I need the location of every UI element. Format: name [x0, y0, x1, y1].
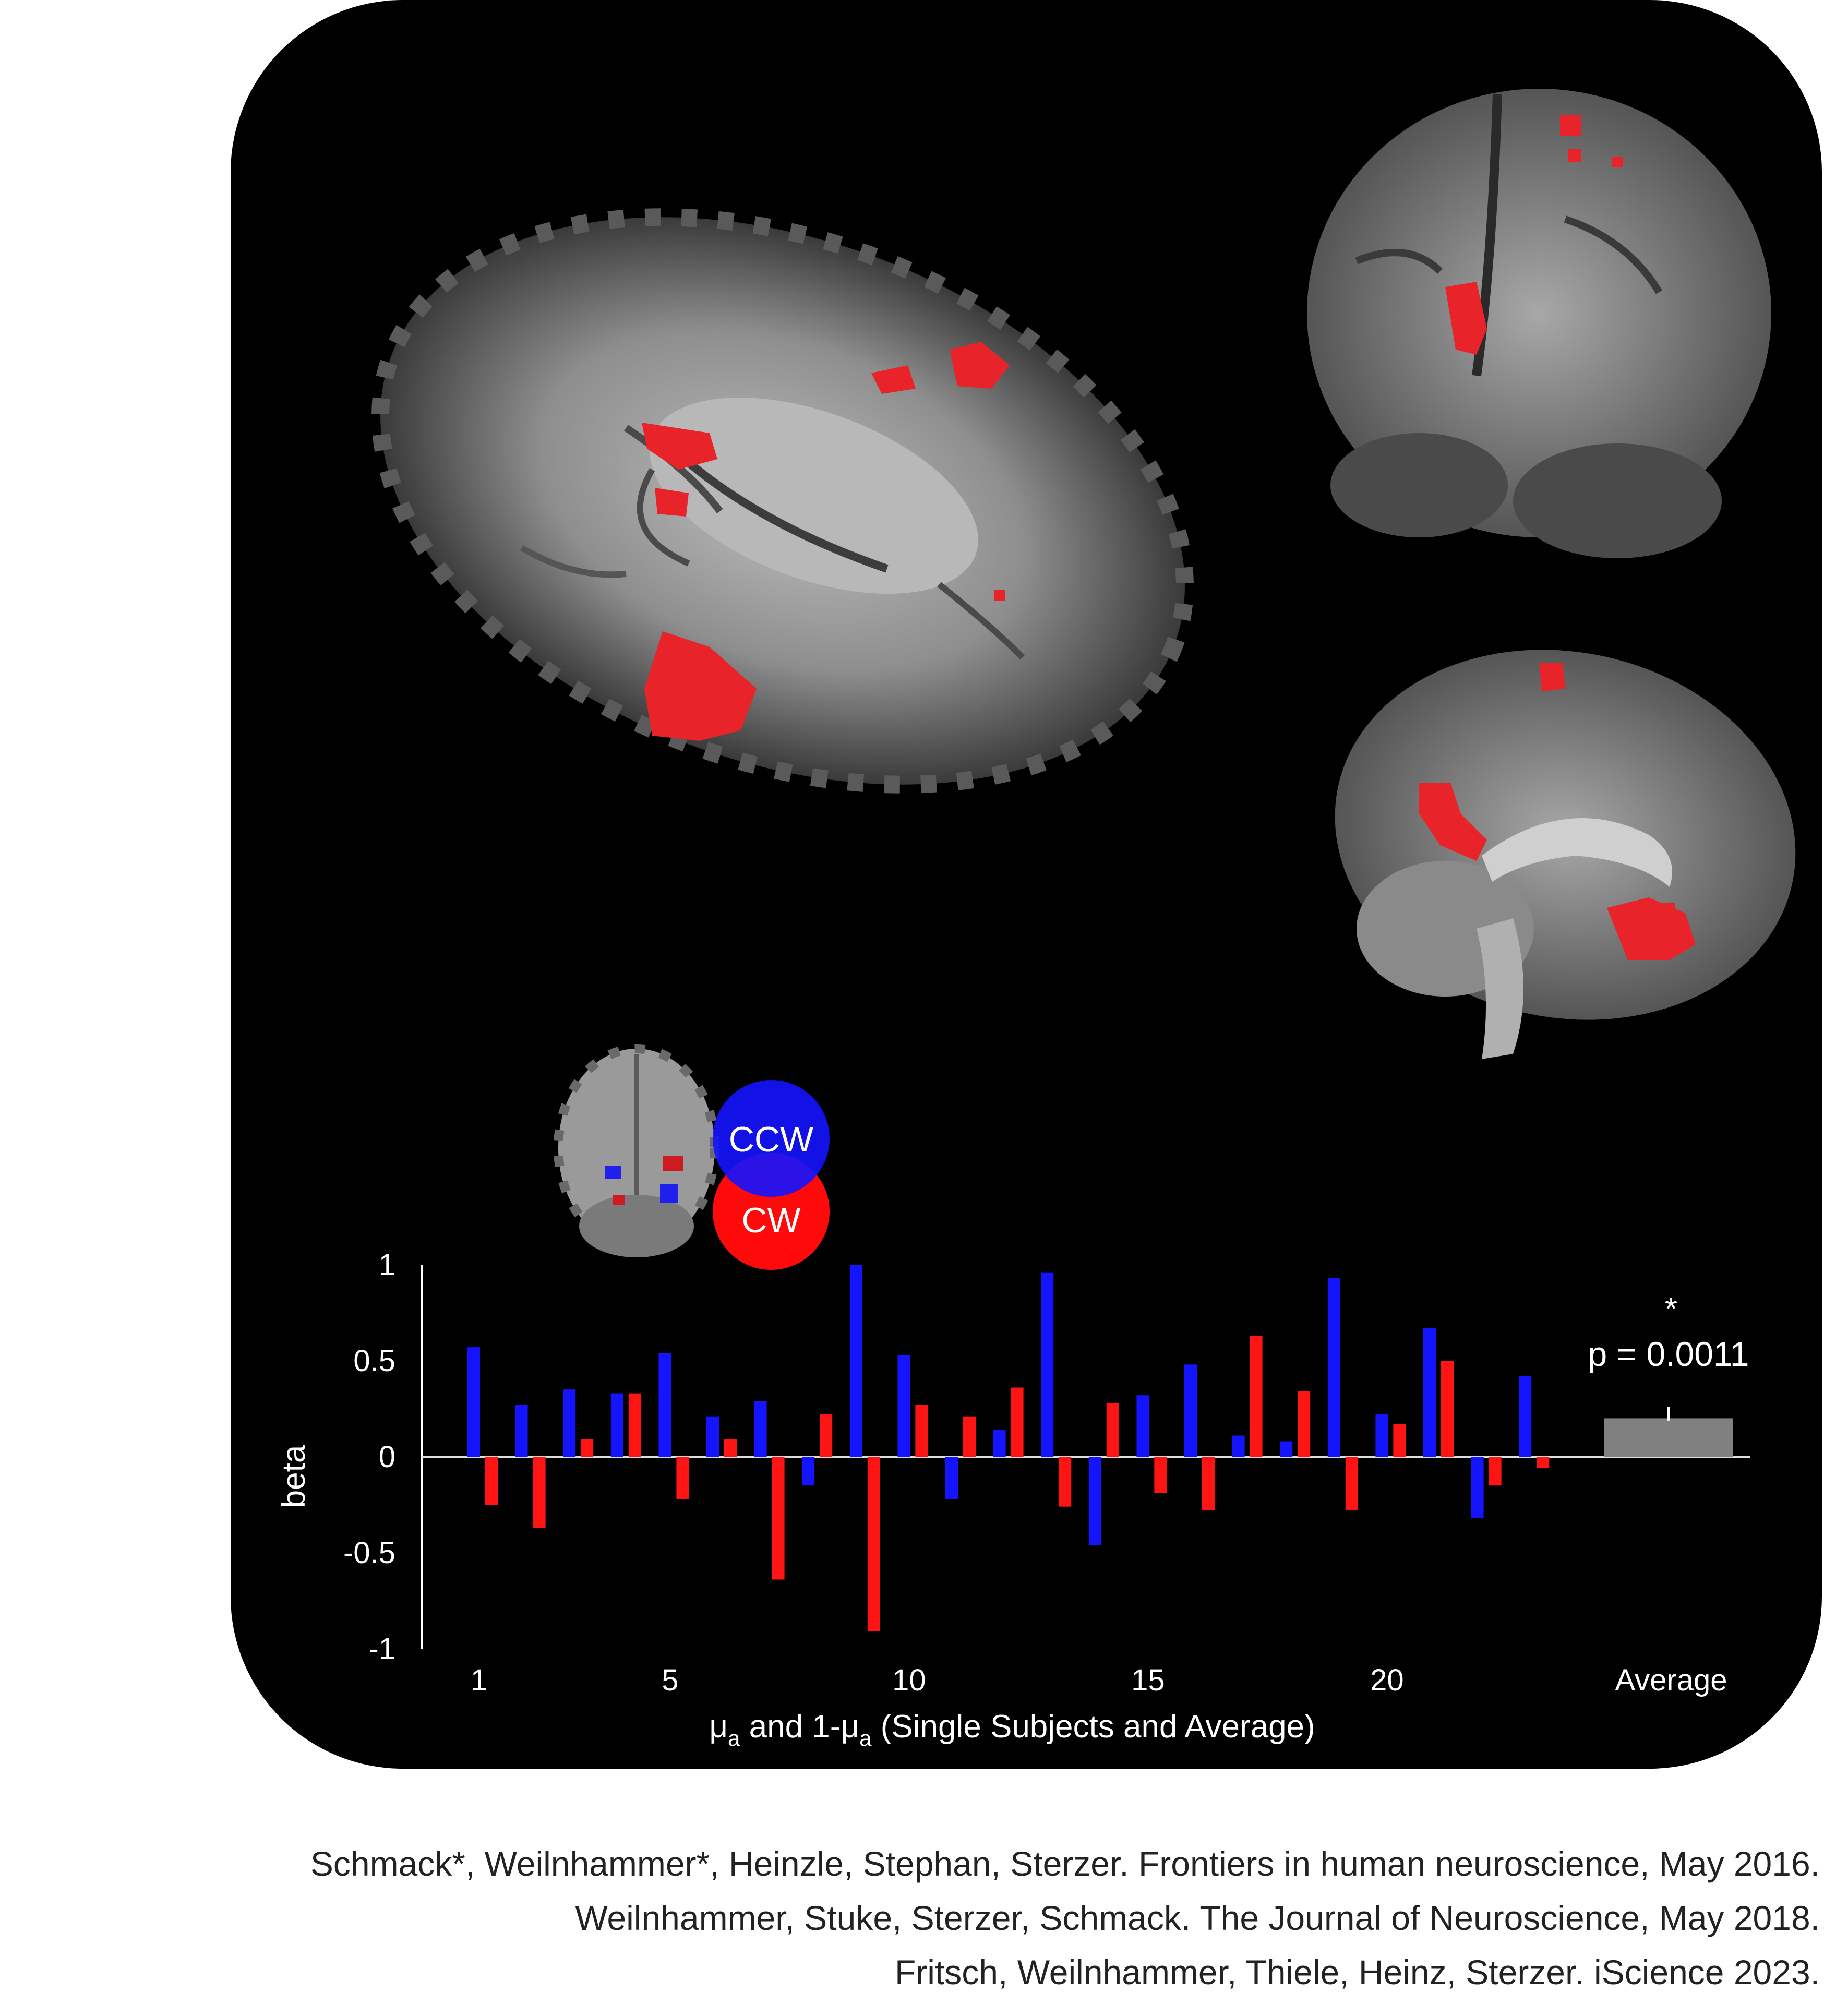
bar-cw	[1489, 1457, 1502, 1486]
bar-ccw	[754, 1401, 767, 1457]
bar-ccw	[706, 1416, 719, 1457]
ccw-legend-circle	[713, 1080, 830, 1197]
significance-star: *	[1665, 1291, 1677, 1327]
bar-cw	[533, 1457, 546, 1528]
cw-legend-label: CW	[741, 1201, 800, 1240]
bar-ccw	[1471, 1457, 1484, 1518]
x-axis-title-mu: μ	[709, 1709, 728, 1745]
bars	[467, 1265, 1733, 1631]
bar-cw	[963, 1416, 976, 1457]
y-tick-labels: 1 0.5 0 -0.5 -1	[343, 1248, 395, 1666]
brain-roi-inset	[554, 1044, 719, 1257]
x-axis-title-end: (Single Subjects and Average)	[872, 1709, 1315, 1745]
bar-cw	[581, 1439, 594, 1457]
citation-3: Fritsch, Weilnhammer, Thiele, Heinz, Ste…	[895, 1953, 1820, 1991]
bar-cw	[676, 1457, 689, 1499]
bar-ccw	[1184, 1364, 1197, 1457]
bar-ccw	[1232, 1435, 1245, 1457]
coronal-brain	[1307, 89, 1771, 558]
bar-cw	[1393, 1424, 1406, 1457]
bar-cw	[1011, 1387, 1024, 1457]
bar-ccw	[658, 1353, 671, 1457]
bar-ccw	[1423, 1328, 1436, 1457]
citation-1: Schmack*, Weilnhammer*, Heinzle, Stephan…	[310, 1844, 1820, 1883]
ccw-legend-label: CCW	[729, 1120, 813, 1159]
bar-ccw	[1375, 1414, 1388, 1457]
x-axis-title-sub-2: a	[859, 1726, 872, 1750]
bar-cw	[915, 1405, 928, 1457]
bar-average	[1604, 1418, 1733, 1457]
x-axis-title-sub-1: a	[728, 1726, 740, 1750]
citation-2: Weilnhammer, Stuke, Sterzer, Schmack. Th…	[575, 1899, 1820, 1937]
x-tick-label: 10	[892, 1663, 926, 1697]
y-tick-label: -0.5	[343, 1536, 395, 1570]
x-axis-title-middle: and 1-μ	[740, 1709, 859, 1745]
bar-ccw	[945, 1457, 958, 1499]
bar-cw	[820, 1414, 833, 1457]
bar-cw	[1202, 1457, 1215, 1511]
bar-cw	[1345, 1457, 1358, 1511]
x-tick-label: Average	[1615, 1663, 1727, 1697]
y-tick-label: 1	[379, 1248, 395, 1282]
bar-cw	[1154, 1457, 1167, 1493]
bar-ccw	[1136, 1395, 1149, 1457]
x-axis-title: μa and 1-μa (Single Subjects and Average…	[709, 1709, 1315, 1750]
bar-ccw	[1327, 1278, 1340, 1457]
x-tick-label: 15	[1131, 1663, 1165, 1697]
bar-ccw	[467, 1347, 480, 1457]
p-value-label: p = 0.0011	[1588, 1335, 1749, 1373]
bar-ccw	[610, 1393, 623, 1457]
bar-cw	[724, 1439, 737, 1457]
bar-cw	[867, 1457, 880, 1631]
bar-cw	[1441, 1361, 1454, 1457]
bar-cw	[485, 1457, 498, 1505]
bar-cw	[1106, 1402, 1119, 1457]
beta-chart: CCW CW 10.50-0.5-1 1 5 10 15 20 Average * p =…	[276, 1080, 1750, 1750]
bar-cw	[628, 1393, 641, 1457]
bar-ccw	[802, 1457, 815, 1486]
bar-cw	[1250, 1336, 1263, 1457]
bar-ccw	[897, 1354, 910, 1457]
bar-cw	[1059, 1457, 1072, 1507]
x-tick-label: 5	[662, 1663, 678, 1697]
bar-cw	[1537, 1457, 1550, 1469]
sagittal-brain	[1335, 650, 1796, 1059]
bar-cw	[1298, 1391, 1311, 1457]
y-tick-label: 0.5	[353, 1344, 395, 1378]
bar-ccw	[849, 1265, 862, 1457]
bar-ccw	[563, 1389, 576, 1457]
bar-cw	[772, 1457, 785, 1580]
bar-ccw	[1088, 1457, 1101, 1545]
y-tick-label: -1	[368, 1632, 395, 1666]
axial-brain-slice	[371, 208, 1194, 794]
bar-ccw	[993, 1430, 1006, 1457]
bar-ccw	[515, 1405, 528, 1457]
bar-ccw	[1280, 1441, 1293, 1457]
bar-ccw	[1519, 1376, 1532, 1457]
brain-images	[371, 89, 1796, 1257]
x-tick-label: 1	[471, 1663, 487, 1697]
x-tick-labels: 1 5 10 15 20 Average	[471, 1663, 1727, 1697]
bar-ccw	[1041, 1272, 1054, 1457]
y-tick-label: 0	[379, 1440, 395, 1474]
x-tick-label: 20	[1370, 1663, 1404, 1697]
citations: Schmack*, Weilnhammer*, Heinzle, Stephan…	[4, 1837, 1820, 1999]
y-axis-title: beta	[276, 1445, 312, 1508]
